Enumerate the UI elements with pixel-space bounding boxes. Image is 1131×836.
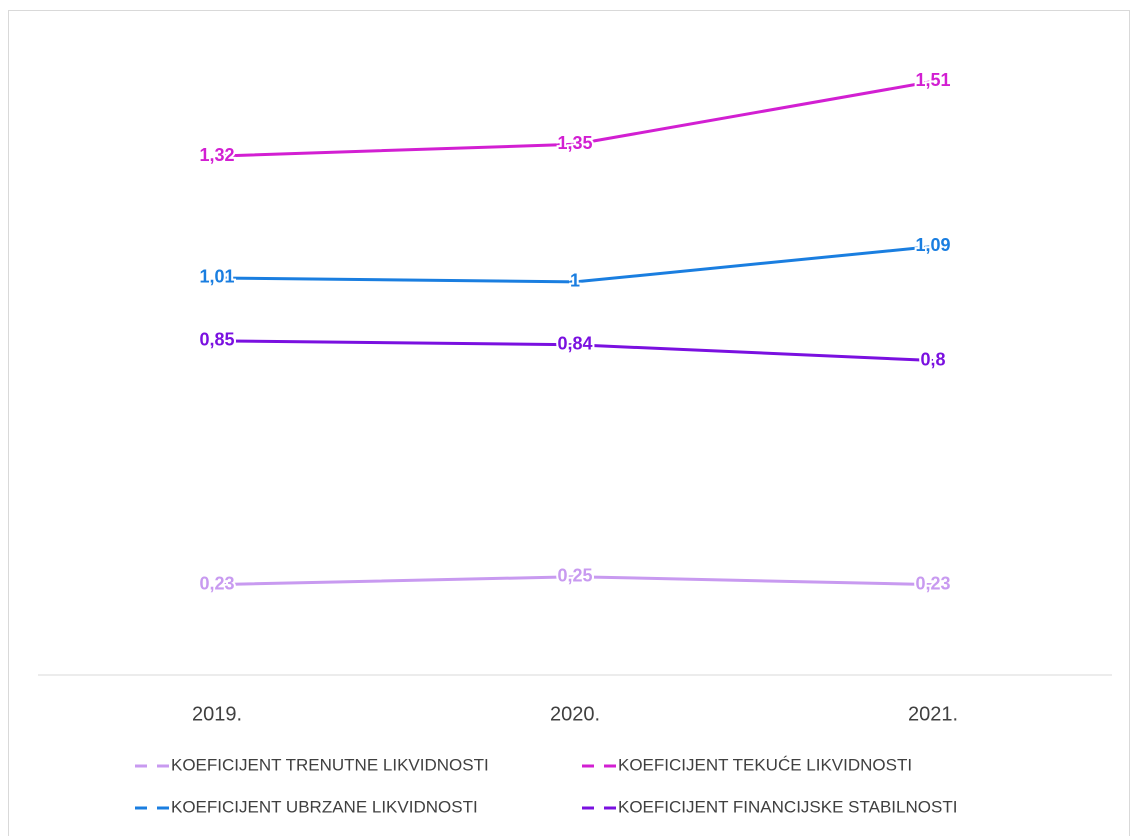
data-label: 0,23: [915, 573, 950, 593]
x-tick-label: 2021.: [908, 703, 958, 725]
legend-label: KOEFICIJENT TRENUTNE LIKVIDNOSTI: [171, 755, 489, 774]
x-tick-label: 2020.: [550, 703, 600, 725]
data-label: 1,09: [915, 235, 950, 255]
data-label: 1,32: [199, 145, 234, 165]
series-line: [216, 79, 934, 158]
legend-label: KOEFICIJENT TEKUĆE LIKVIDNOSTI: [618, 755, 912, 774]
data-label: 1,51: [915, 70, 950, 90]
data-label: 0,25: [557, 565, 592, 585]
data-label: 1: [570, 271, 580, 291]
series-line: [216, 339, 934, 362]
legend-label: KOEFICIJENT UBRZANE LIKVIDNOSTI: [171, 797, 478, 816]
series-line: [216, 575, 934, 587]
data-label: 1,35: [557, 133, 592, 153]
data-label: 1,01: [199, 267, 234, 287]
legend-label: KOEFICIJENT FINANCIJSKE STABILNOSTI: [618, 797, 957, 816]
data-label: 0,8: [920, 349, 945, 369]
series-line: [216, 245, 934, 284]
chart-border: [8, 10, 1130, 836]
data-label: 0,85: [199, 330, 234, 350]
x-tick-label: 2019.: [192, 703, 242, 725]
data-label: 0,84: [557, 334, 592, 354]
data-label: 0,23: [199, 573, 234, 593]
